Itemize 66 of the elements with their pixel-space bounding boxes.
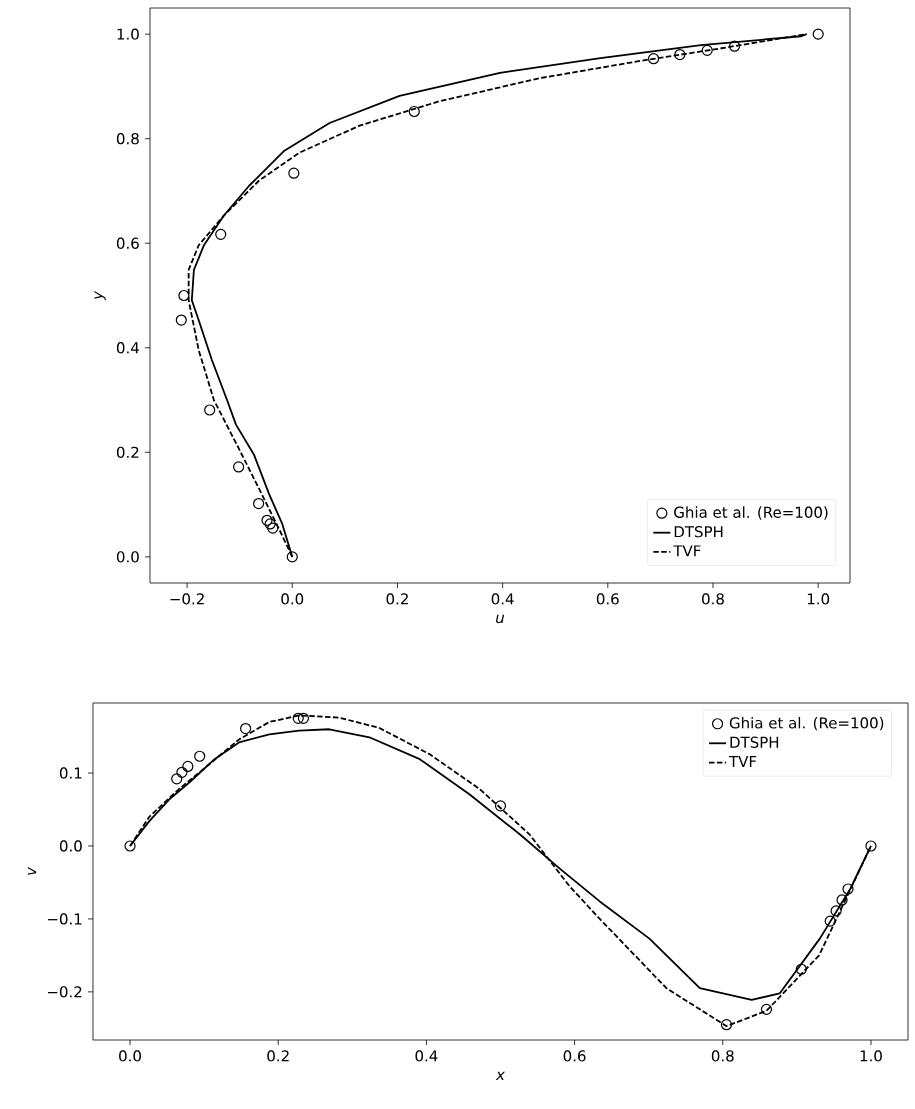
x-axis-title: u — [496, 614, 505, 624]
point — [215, 228, 227, 240]
x-tick-label: 1.0 — [807, 593, 830, 605]
point — [204, 404, 216, 416]
point — [292, 712, 304, 724]
y-tick-label: −0.2 — [47, 986, 82, 998]
x-tick-label: 0.4 — [415, 1050, 438, 1062]
x-tick-label: 0.8 — [702, 593, 724, 605]
point — [836, 894, 848, 906]
point — [124, 840, 136, 852]
x-axis-title: x — [495, 1071, 506, 1080]
legend-label: TVF — [728, 755, 757, 767]
point — [288, 167, 300, 179]
point — [175, 314, 187, 326]
y-tick-label: 0.6 — [116, 237, 139, 249]
point — [264, 518, 276, 530]
y-tick-label: 0.2 — [116, 446, 139, 459]
point — [795, 963, 807, 975]
point — [194, 750, 206, 762]
x-tick-label: −0.2 — [170, 593, 204, 605]
point — [647, 53, 660, 65]
y-tick-label: 0.1 — [59, 767, 82, 779]
y-tick-label: 0.0 — [116, 551, 139, 563]
point — [408, 105, 420, 118]
legend-label: DTSPH — [730, 736, 779, 748]
point — [842, 883, 854, 895]
y-tick-label: 0.8 — [116, 133, 139, 145]
point — [261, 514, 273, 526]
point — [233, 461, 245, 473]
x-tick-label: 0.2 — [386, 593, 408, 605]
point — [701, 44, 713, 56]
point — [178, 289, 190, 302]
legend-label: Ghia et al. (Re=100) — [674, 506, 828, 520]
y-tick-label: 1.0 — [117, 28, 139, 40]
x-tick-label: 0.0 — [281, 593, 304, 605]
y-axis-title: v — [27, 866, 37, 875]
point — [253, 497, 265, 510]
point — [267, 522, 279, 534]
x-tick-label: 0.2 — [267, 1050, 289, 1062]
point — [728, 40, 741, 52]
point — [171, 773, 183, 785]
legend-label: Ghia et al. (Re=100) — [729, 716, 884, 731]
point — [812, 28, 824, 40]
point — [286, 551, 298, 563]
y-tick-label: 0.0 — [59, 840, 82, 852]
x-tick-label: 0.6 — [563, 1050, 586, 1062]
x-tick-label: 1.0 — [860, 1050, 882, 1062]
x-tick-label: 0.4 — [491, 593, 514, 605]
y-tick-label: −0.1 — [47, 913, 82, 925]
point — [824, 915, 836, 927]
point — [674, 48, 686, 61]
point — [760, 1003, 773, 1015]
point — [297, 712, 310, 724]
y-axis-title: y — [94, 290, 106, 301]
legend-label: TVF — [673, 545, 701, 557]
point — [865, 840, 877, 852]
point — [720, 1019, 733, 1031]
point — [182, 760, 194, 773]
legend-label: DTSPH — [674, 525, 723, 538]
point — [240, 722, 252, 735]
point — [494, 800, 507, 812]
x-tick-label: 0.8 — [711, 1050, 734, 1062]
point — [176, 766, 188, 778]
x-tick-label: 0.6 — [596, 593, 619, 605]
y-tick-label: 0.4 — [116, 342, 139, 354]
point — [830, 905, 842, 917]
